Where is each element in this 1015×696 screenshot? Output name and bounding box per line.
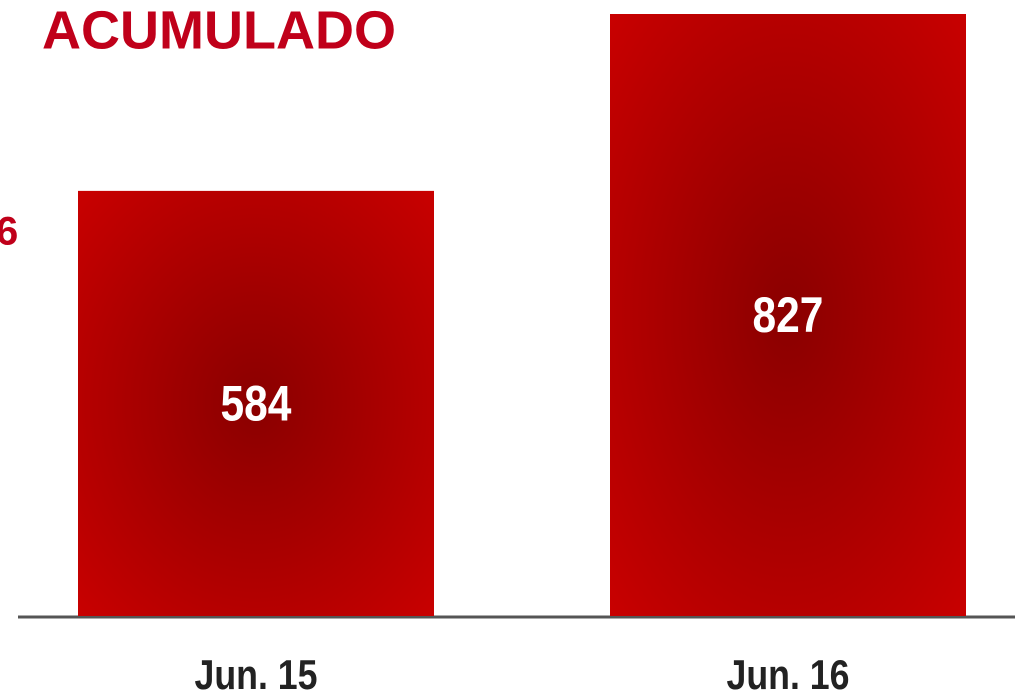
x-tick-label: Jun. 15 xyxy=(195,652,318,696)
chart-title: ACUMULADO xyxy=(42,0,396,60)
x-tick-label: Jun. 16 xyxy=(727,652,850,696)
bar xyxy=(610,14,966,616)
data-label: 827 xyxy=(753,287,824,343)
data-label: 584 xyxy=(221,375,292,431)
annotation: 6 xyxy=(0,210,18,254)
bar xyxy=(78,190,434,616)
